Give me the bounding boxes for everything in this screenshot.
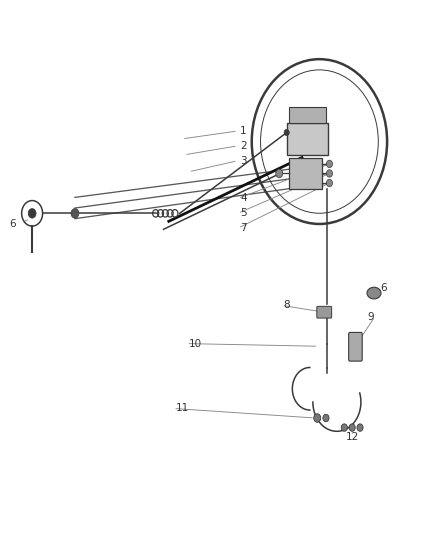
FancyBboxPatch shape	[289, 107, 326, 123]
Circle shape	[349, 424, 355, 431]
Text: 11: 11	[175, 403, 189, 414]
Text: 4: 4	[240, 193, 247, 204]
Circle shape	[326, 169, 332, 177]
Circle shape	[284, 130, 289, 136]
Text: 6: 6	[381, 283, 387, 293]
Text: 10: 10	[188, 338, 201, 349]
Text: 8: 8	[284, 300, 290, 310]
Text: 5: 5	[240, 208, 247, 219]
Text: 3: 3	[240, 156, 247, 166]
FancyBboxPatch shape	[289, 158, 321, 189]
Text: 1: 1	[240, 126, 247, 136]
Circle shape	[28, 208, 36, 218]
Text: 9: 9	[367, 312, 374, 322]
FancyBboxPatch shape	[317, 306, 332, 318]
Ellipse shape	[367, 287, 381, 299]
Text: 7: 7	[240, 223, 247, 233]
Circle shape	[341, 424, 347, 431]
Circle shape	[326, 160, 332, 167]
Text: 2: 2	[240, 141, 247, 151]
Text: 12: 12	[346, 432, 359, 442]
FancyBboxPatch shape	[287, 123, 328, 155]
Circle shape	[326, 179, 332, 187]
FancyBboxPatch shape	[349, 333, 362, 361]
Circle shape	[276, 169, 283, 177]
Text: 6: 6	[10, 219, 16, 229]
Circle shape	[357, 424, 363, 431]
Circle shape	[71, 208, 79, 218]
Circle shape	[323, 414, 329, 422]
Circle shape	[314, 414, 321, 422]
